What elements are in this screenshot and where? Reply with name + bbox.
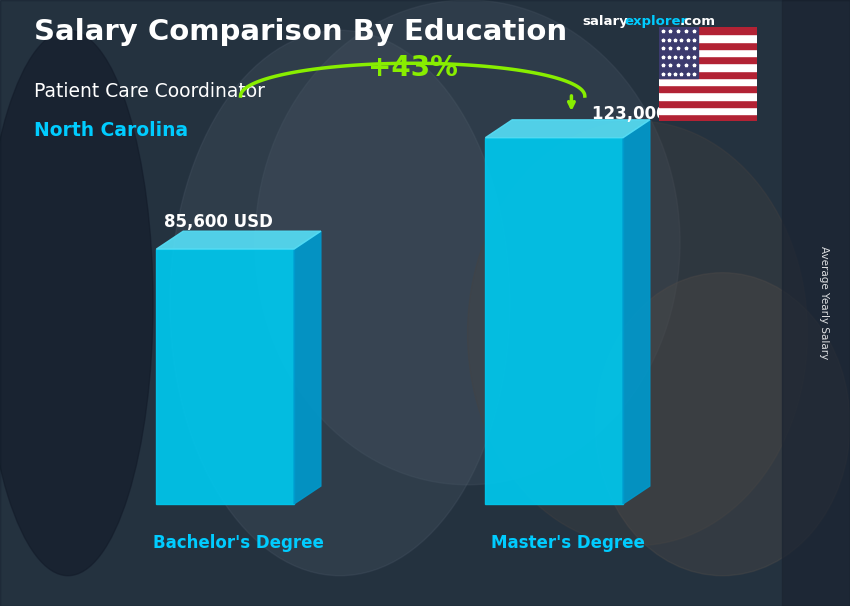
Bar xyxy=(659,64,756,71)
Text: +43%: +43% xyxy=(368,54,457,82)
Ellipse shape xyxy=(170,30,510,576)
Text: Master's Degree: Master's Degree xyxy=(490,533,644,551)
Text: Bachelor's Degree: Bachelor's Degree xyxy=(153,533,324,551)
Text: Average Yearly Salary: Average Yearly Salary xyxy=(819,247,829,359)
Text: North Carolina: North Carolina xyxy=(34,121,188,140)
Polygon shape xyxy=(623,120,649,504)
Bar xyxy=(659,71,756,78)
Bar xyxy=(659,35,756,42)
Bar xyxy=(659,107,756,114)
Ellipse shape xyxy=(468,121,808,545)
Text: 123,000 USD: 123,000 USD xyxy=(592,105,713,123)
Bar xyxy=(659,92,756,99)
Polygon shape xyxy=(156,231,320,249)
Bar xyxy=(659,99,756,107)
Polygon shape xyxy=(294,231,320,504)
Text: .com: .com xyxy=(680,15,716,28)
Text: explorer: explorer xyxy=(625,15,688,28)
Text: Patient Care Coordinator: Patient Care Coordinator xyxy=(34,82,265,101)
Ellipse shape xyxy=(595,273,850,576)
Bar xyxy=(659,114,756,121)
Ellipse shape xyxy=(255,0,680,485)
Bar xyxy=(659,85,756,92)
Text: Salary Comparison By Education: Salary Comparison By Education xyxy=(34,18,567,46)
Bar xyxy=(659,78,756,85)
Polygon shape xyxy=(485,120,649,138)
Bar xyxy=(659,49,756,56)
Polygon shape xyxy=(156,249,294,504)
Bar xyxy=(659,27,756,35)
Text: salary: salary xyxy=(582,15,628,28)
Bar xyxy=(659,42,756,49)
Bar xyxy=(782,0,850,606)
Polygon shape xyxy=(485,138,623,504)
Ellipse shape xyxy=(0,30,153,576)
Text: 85,600 USD: 85,600 USD xyxy=(164,213,273,231)
Bar xyxy=(659,27,698,78)
Bar xyxy=(659,56,756,64)
